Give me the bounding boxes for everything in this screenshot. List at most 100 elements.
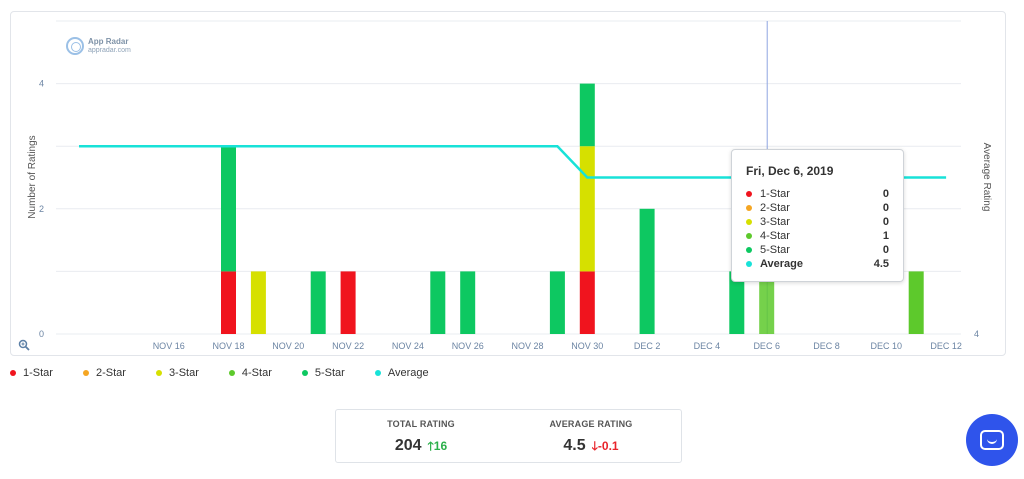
logo-name: App Radar: [88, 36, 129, 46]
total-rating-delta: 🡑16: [428, 437, 448, 458]
bar-segment: [579, 83, 595, 147]
x-tick-label: DEC 4: [694, 341, 721, 351]
tooltip-row: 4-Star 1: [746, 229, 889, 243]
logo-domain: appradar.com: [88, 46, 131, 54]
chat-icon: [980, 430, 1004, 450]
average-rating-block: AVERAGE RATING 4.5 🡓-0.1: [506, 419, 676, 458]
tooltip-row: 3-Star 0: [746, 215, 889, 229]
bar-segment: [310, 271, 326, 334]
legend-item[interactable]: Average: [374, 367, 429, 379]
bar-segment: [221, 146, 236, 272]
ratings-chart[interactable]: 0 2 4 4 Number of Ratings Average Rating NOV 1…: [11, 12, 1007, 357]
x-tick-label: DEC 6: [753, 341, 780, 351]
bar-segment: [250, 271, 266, 334]
x-tick-label: DEC 10: [871, 341, 903, 351]
tooltip-row: 1-Star 0: [746, 187, 889, 201]
bar-segment: [430, 271, 446, 334]
tooltip-row: 2-Star 0: [746, 201, 889, 215]
legend-label: 4-Star: [241, 367, 272, 379]
x-tick-label: NOV 26: [452, 341, 484, 351]
legend-dot-icon: [374, 370, 381, 376]
series-dot-icon: [746, 247, 752, 253]
arrow-down-icon: 🡓: [591, 439, 598, 453]
x-tick-label: NOV 30: [571, 341, 603, 351]
series-dot-icon: [746, 233, 752, 239]
legend-item[interactable]: 3-Star: [155, 367, 199, 379]
legend-label: 1-Star: [23, 367, 53, 379]
y-right-tick-label: 4: [974, 329, 979, 339]
legend-item[interactable]: 2-Star: [82, 367, 126, 379]
rating-summary: TOTAL RATING 204 🡑16 AVERAGE RATING 4.5 …: [335, 409, 682, 463]
tooltip-series-value: 0: [882, 202, 889, 214]
bar-segment: [549, 271, 565, 334]
x-tick-label: NOV 18: [212, 341, 244, 351]
bar-segment: [759, 271, 775, 334]
y-axis-label-right: Average Rating: [981, 143, 992, 212]
average-delta-value: -0.1: [597, 439, 619, 453]
bar-segment: [340, 271, 356, 334]
legend-label: 5-Star: [314, 367, 345, 379]
series-dot-icon: [746, 219, 752, 225]
tooltip-series-name: Average: [760, 258, 804, 270]
bar-segment: [579, 146, 595, 272]
series-dot-icon: [746, 261, 752, 267]
total-rating-block: TOTAL RATING 204 🡑16: [336, 419, 506, 458]
legend-dot-icon: [155, 370, 162, 376]
tooltip-series-value: 0: [882, 188, 889, 200]
legend-label: Average: [387, 367, 429, 379]
x-tick-label: NOV 20: [272, 341, 304, 351]
tooltip-series-name: 4-Star: [760, 230, 790, 242]
x-tick-label: DEC 8: [813, 341, 840, 351]
total-delta-value: 16: [433, 439, 448, 453]
bar-segment: [460, 271, 476, 334]
legend-item[interactable]: 4-Star: [228, 367, 272, 379]
zoom-reset-icon[interactable]: [18, 339, 30, 351]
average-rating-label: AVERAGE RATING: [549, 419, 633, 429]
arrow-up-icon: 🡑: [427, 439, 434, 453]
legend-label: 3-Star: [168, 367, 199, 379]
x-tick-label: DEC 2: [634, 341, 661, 351]
bar-segment: [639, 208, 655, 334]
tooltip-row: Average 4.5: [746, 257, 889, 271]
total-rating-value: 204: [394, 437, 422, 454]
legend-dot-icon: [10, 370, 16, 376]
x-tick-label: NOV 16: [153, 341, 185, 351]
x-tick-label: DEC 12: [930, 341, 962, 351]
chart-tooltip: Fri, Dec 6, 2019 1-Star 0 2-Star 0 3-Star 0 4-…: [731, 149, 904, 282]
legend-label: 2-Star: [95, 367, 126, 379]
chart-legend: 1-Star 2-Star 3-Star 4-Star 5-Star Average: [10, 367, 459, 379]
legend-item[interactable]: 5-Star: [301, 367, 345, 379]
tooltip-series-value: 4.5: [873, 258, 889, 270]
bar-segment: [908, 271, 924, 334]
y-axis-label-left: Number of Ratings: [27, 135, 38, 218]
tooltip-series-name: 5-Star: [760, 244, 790, 256]
tooltip-series-value: 0: [882, 216, 889, 228]
tooltip-series-name: 2-Star: [760, 202, 790, 214]
bar-segment: [579, 271, 595, 334]
average-rating-delta: 🡓-0.1: [592, 437, 619, 458]
y-tick-label: 0: [39, 329, 44, 339]
tooltip-series-value: 1: [882, 230, 889, 242]
legend-dot-icon: [228, 370, 235, 376]
bar-segment: [729, 271, 745, 334]
y-tick-label: 2: [39, 204, 44, 214]
radar-logo-icon: [66, 37, 84, 55]
series-dot-icon: [746, 191, 752, 197]
y-tick-label: 4: [39, 79, 44, 89]
chat-button[interactable]: [966, 414, 1018, 466]
tooltip-series-value: 0: [882, 244, 889, 256]
app-radar-logo: App Radar appradar.com: [66, 37, 131, 55]
x-tick-label: NOV 22: [332, 341, 364, 351]
tooltip-series-name: 1-Star: [760, 188, 790, 200]
average-rating-value: 4.5: [563, 437, 586, 454]
x-tick-label: NOV 28: [511, 341, 543, 351]
series-dot-icon: [746, 205, 752, 211]
legend-dot-icon: [82, 370, 89, 376]
tooltip-title: Fri, Dec 6, 2019: [746, 164, 834, 178]
x-tick-label: NOV 24: [392, 341, 424, 351]
tooltip-row: 5-Star 0: [746, 243, 889, 257]
bar-segment: [221, 271, 236, 334]
tooltip-series-name: 3-Star: [760, 216, 790, 228]
total-rating-label: TOTAL RATING: [387, 419, 455, 429]
legend-item[interactable]: 1-Star: [10, 367, 53, 379]
